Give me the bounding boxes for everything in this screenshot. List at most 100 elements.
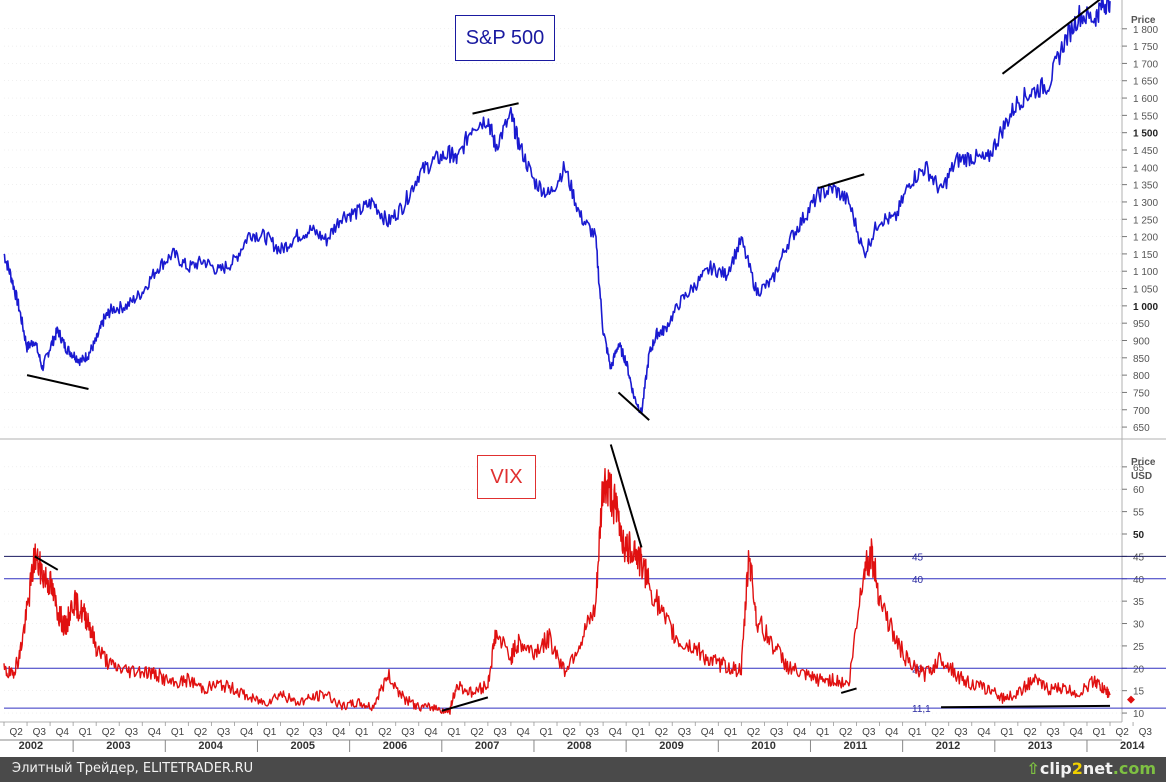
vix-last-value-marker [1127, 695, 1135, 704]
top-axis-tick-label: 1 400 [1133, 163, 1158, 174]
clip2net-logo: ⇧clip2net.com [1026, 759, 1156, 778]
top-axis-tick-label: 1 550 [1133, 111, 1158, 122]
trend-line-2013-rise [1001, 0, 1101, 75]
x-axis-year-label: 2012 [936, 740, 960, 752]
trend-line-2007-top [472, 102, 519, 115]
vix-title-box: VIX [477, 455, 536, 499]
top-axis-tick-label: 950 [1133, 319, 1150, 330]
x-axis-quarter-label: Q3 [954, 727, 968, 738]
x-axis-quarter-label: Q2 [931, 727, 945, 738]
x-axis-quarter-label: Q3 [1139, 727, 1153, 738]
bottom-axis-tick-label: 60 [1133, 485, 1145, 496]
x-axis-quarter-label: Q3 [33, 727, 47, 738]
x-axis-quarter-label: Q3 [493, 727, 507, 738]
top-axis-tick-label: 1 350 [1133, 181, 1158, 192]
x-axis-quarter-label: Q1 [908, 727, 922, 738]
x-axis-year-label: 2002 [19, 740, 43, 752]
x-axis-quarter-label: Q4 [609, 727, 623, 738]
top-axis-tick-label: 1 600 [1133, 94, 1158, 105]
x-axis-year-label: 2013 [1028, 740, 1052, 752]
reference-line-label: 11,1 [912, 704, 931, 715]
top-axis-tick-label: 700 [1133, 406, 1150, 417]
trend-line-2002-peak [34, 555, 59, 571]
top-axis-tick-label: 1 250 [1133, 215, 1158, 226]
x-axis-quarter-label: Q1 [263, 727, 277, 738]
bottom-axis-tick-label: 25 [1133, 642, 1145, 653]
bottom-axis-tick-label: 50 [1133, 530, 1145, 541]
x-axis-quarter-label: Q3 [770, 727, 784, 738]
top-axis-tick-label: 650 [1133, 423, 1150, 434]
x-axis-year-label: 2009 [659, 740, 683, 752]
x-axis-year-label: 2010 [751, 740, 775, 752]
top-axis-tick-label: 1 200 [1133, 233, 1158, 244]
bottom-axis-title-price: Price [1131, 457, 1156, 468]
x-axis-quarter-label: Q2 [470, 727, 484, 738]
top-axis-tick-label: 1 150 [1133, 250, 1158, 261]
sp500-title: S&P 500 [465, 27, 545, 49]
top-panel-bg [0, 0, 1122, 438]
top-axis-tick-label: 1 500 [1133, 129, 1158, 140]
bottom-axis-tick-label: 35 [1133, 597, 1145, 608]
x-axis-quarter-label: Q2 [655, 727, 669, 738]
bottom-axis-tick-label: 40 [1133, 575, 1145, 586]
top-axis-tick-label: 750 [1133, 388, 1150, 399]
x-axis-quarter-label: Q3 [401, 727, 415, 738]
x-axis-year-label: 2006 [383, 740, 407, 752]
x-axis-quarter-label: Q2 [194, 727, 208, 738]
x-axis-quarter-label: Q2 [102, 727, 116, 738]
top-axis-title: Price [1131, 15, 1156, 26]
top-axis-tick-label: 1 700 [1133, 59, 1158, 70]
x-axis-quarter-label: Q2 [10, 727, 24, 738]
reference-line-label: 45 [912, 552, 924, 563]
x-axis-year-label: 2007 [475, 740, 499, 752]
x-axis-quarter-label: Q1 [539, 727, 553, 738]
x-axis-quarter-label: Q1 [355, 727, 369, 738]
x-axis-quarter-label: Q1 [447, 727, 461, 738]
x-axis-quarter-label: Q1 [724, 727, 738, 738]
x-axis-quarter-label: Q2 [563, 727, 577, 738]
top-axis-tick-label: 1 750 [1133, 42, 1158, 53]
x-axis-quarter-label: Q2 [286, 727, 300, 738]
x-axis-quarter-label: Q1 [816, 727, 830, 738]
trend-line-2011-base [840, 687, 857, 694]
x-axis-quarter-label: Q1 [632, 727, 646, 738]
trend-line-2011-top [817, 173, 865, 190]
x-axis-quarter-label: Q3 [217, 727, 231, 738]
top-axis-tick-label: 900 [1133, 336, 1150, 347]
trend-line-2007-base [441, 696, 489, 712]
trend-line-2002-low [26, 374, 89, 390]
bottom-axis-tick-label: 65 [1133, 463, 1145, 474]
x-axis-quarter-label: Q2 [839, 727, 853, 738]
top-axis-tick-label: 1 050 [1133, 285, 1158, 296]
bottom-axis-tick-label: 10 [1133, 709, 1145, 720]
x-axis-quarter-label: Q1 [1000, 727, 1014, 738]
x-axis-quarter-label: Q3 [309, 727, 323, 738]
top-axis-tick-label: 800 [1133, 371, 1150, 382]
bottom-axis-tick-label: 20 [1133, 664, 1145, 675]
x-axis-quarter-label: Q2 [1116, 727, 1130, 738]
logo-com: .com [1112, 759, 1156, 778]
logo-two: 2 [1071, 759, 1083, 778]
x-axis-quarter-label: Q2 [378, 727, 392, 738]
reference-line-label: 40 [912, 575, 924, 586]
trend-line-2013-base [941, 704, 1111, 709]
bottom-axis-tick-label: 55 [1133, 508, 1145, 519]
x-axis-quarter-label: Q4 [148, 727, 162, 738]
bottom-axis-tick-label: 30 [1133, 620, 1145, 631]
x-axis-quarter-label: Q4 [332, 727, 346, 738]
top-axis-tick-label: 1 300 [1133, 198, 1158, 209]
x-axis-quarter-label: Q2 [747, 727, 761, 738]
x-axis-quarter-label: Q3 [1046, 727, 1060, 738]
vix-series-line [3, 468, 1111, 715]
x-axis-quarter-label: Q3 [586, 727, 600, 738]
x-axis-year-label: 2008 [567, 740, 591, 752]
x-axis-quarter-label: Q1 [79, 727, 93, 738]
x-axis-quarter-label: Q1 [171, 727, 185, 738]
vix-title: VIX [490, 466, 523, 488]
x-axis-quarter-label: Q3 [862, 727, 876, 738]
top-axis-tick-label: 1 650 [1133, 77, 1158, 88]
x-axis-quarter-label: Q4 [977, 727, 991, 738]
x-axis-quarter-label: Q4 [56, 727, 70, 738]
x-axis-year-label: 2004 [198, 740, 223, 752]
